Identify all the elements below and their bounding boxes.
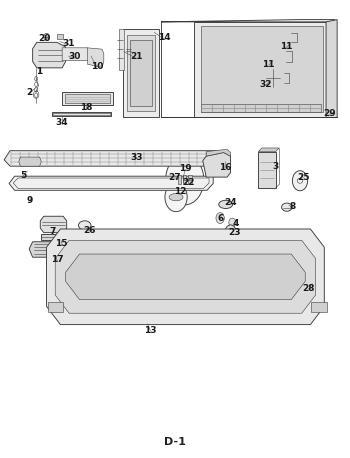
Polygon shape [178, 175, 181, 185]
Text: 17: 17 [51, 256, 64, 264]
Ellipse shape [109, 260, 151, 294]
Polygon shape [188, 175, 192, 185]
Polygon shape [161, 20, 335, 22]
Polygon shape [57, 34, 63, 39]
Ellipse shape [186, 262, 220, 292]
Text: 20: 20 [38, 34, 51, 43]
Circle shape [266, 45, 284, 68]
Text: 10: 10 [91, 61, 103, 71]
Ellipse shape [219, 200, 233, 208]
Polygon shape [41, 234, 65, 240]
Text: 28: 28 [302, 284, 315, 293]
Polygon shape [47, 229, 324, 325]
Text: 7: 7 [50, 227, 56, 236]
Polygon shape [201, 104, 321, 112]
Text: 11: 11 [262, 60, 275, 69]
Polygon shape [258, 148, 279, 152]
Circle shape [44, 33, 49, 41]
Text: 11: 11 [280, 43, 292, 51]
Polygon shape [326, 20, 337, 117]
Ellipse shape [248, 264, 276, 289]
Text: 21: 21 [130, 52, 142, 61]
Polygon shape [19, 157, 41, 166]
Circle shape [225, 225, 236, 240]
Circle shape [265, 67, 281, 89]
Circle shape [229, 218, 236, 227]
Polygon shape [33, 42, 66, 68]
Ellipse shape [282, 203, 292, 211]
Polygon shape [9, 176, 213, 191]
Text: D-1: D-1 [164, 436, 186, 447]
Text: 12: 12 [174, 187, 187, 196]
Polygon shape [194, 22, 326, 117]
Text: 8: 8 [290, 202, 296, 211]
Text: 14: 14 [158, 33, 170, 42]
Text: 29: 29 [323, 109, 336, 118]
Polygon shape [88, 48, 104, 67]
Polygon shape [62, 93, 112, 105]
Polygon shape [62, 48, 91, 60]
Circle shape [166, 155, 204, 205]
Text: 33: 33 [131, 153, 143, 162]
Polygon shape [65, 94, 110, 104]
Text: 16: 16 [219, 163, 231, 172]
Polygon shape [4, 151, 217, 166]
Text: 15: 15 [55, 239, 67, 248]
Text: 24: 24 [224, 198, 237, 207]
Polygon shape [206, 149, 231, 156]
Text: 6: 6 [218, 213, 224, 223]
Circle shape [165, 183, 187, 212]
Text: 26: 26 [84, 226, 96, 235]
Text: 19: 19 [179, 164, 192, 173]
Text: 22: 22 [182, 178, 195, 187]
Polygon shape [40, 216, 66, 233]
Polygon shape [203, 153, 231, 177]
Polygon shape [312, 302, 327, 312]
Ellipse shape [78, 221, 91, 230]
Polygon shape [29, 242, 69, 257]
Text: 4: 4 [232, 219, 239, 229]
Text: 18: 18 [80, 104, 93, 112]
Polygon shape [201, 27, 323, 112]
Polygon shape [48, 302, 63, 312]
Polygon shape [123, 29, 159, 117]
Polygon shape [119, 29, 124, 70]
Ellipse shape [169, 193, 183, 201]
Polygon shape [52, 112, 111, 116]
Text: 27: 27 [169, 173, 181, 182]
Polygon shape [127, 35, 155, 111]
Text: 13: 13 [145, 326, 157, 334]
Text: 32: 32 [260, 80, 272, 89]
Text: 2: 2 [27, 88, 33, 97]
Text: 31: 31 [63, 39, 75, 48]
Circle shape [270, 25, 289, 50]
Polygon shape [258, 152, 276, 188]
Text: 25: 25 [297, 173, 310, 182]
Text: 23: 23 [229, 228, 241, 237]
Text: 3: 3 [273, 162, 279, 171]
Circle shape [228, 229, 233, 236]
Text: 34: 34 [56, 118, 69, 127]
Text: 9: 9 [27, 196, 33, 205]
Circle shape [292, 171, 308, 191]
Polygon shape [183, 175, 187, 185]
Text: 1: 1 [36, 67, 42, 76]
Polygon shape [55, 240, 316, 313]
Text: 30: 30 [68, 52, 80, 61]
Text: 5: 5 [20, 171, 26, 180]
Polygon shape [66, 254, 305, 300]
Circle shape [216, 213, 224, 224]
Polygon shape [130, 40, 153, 106]
